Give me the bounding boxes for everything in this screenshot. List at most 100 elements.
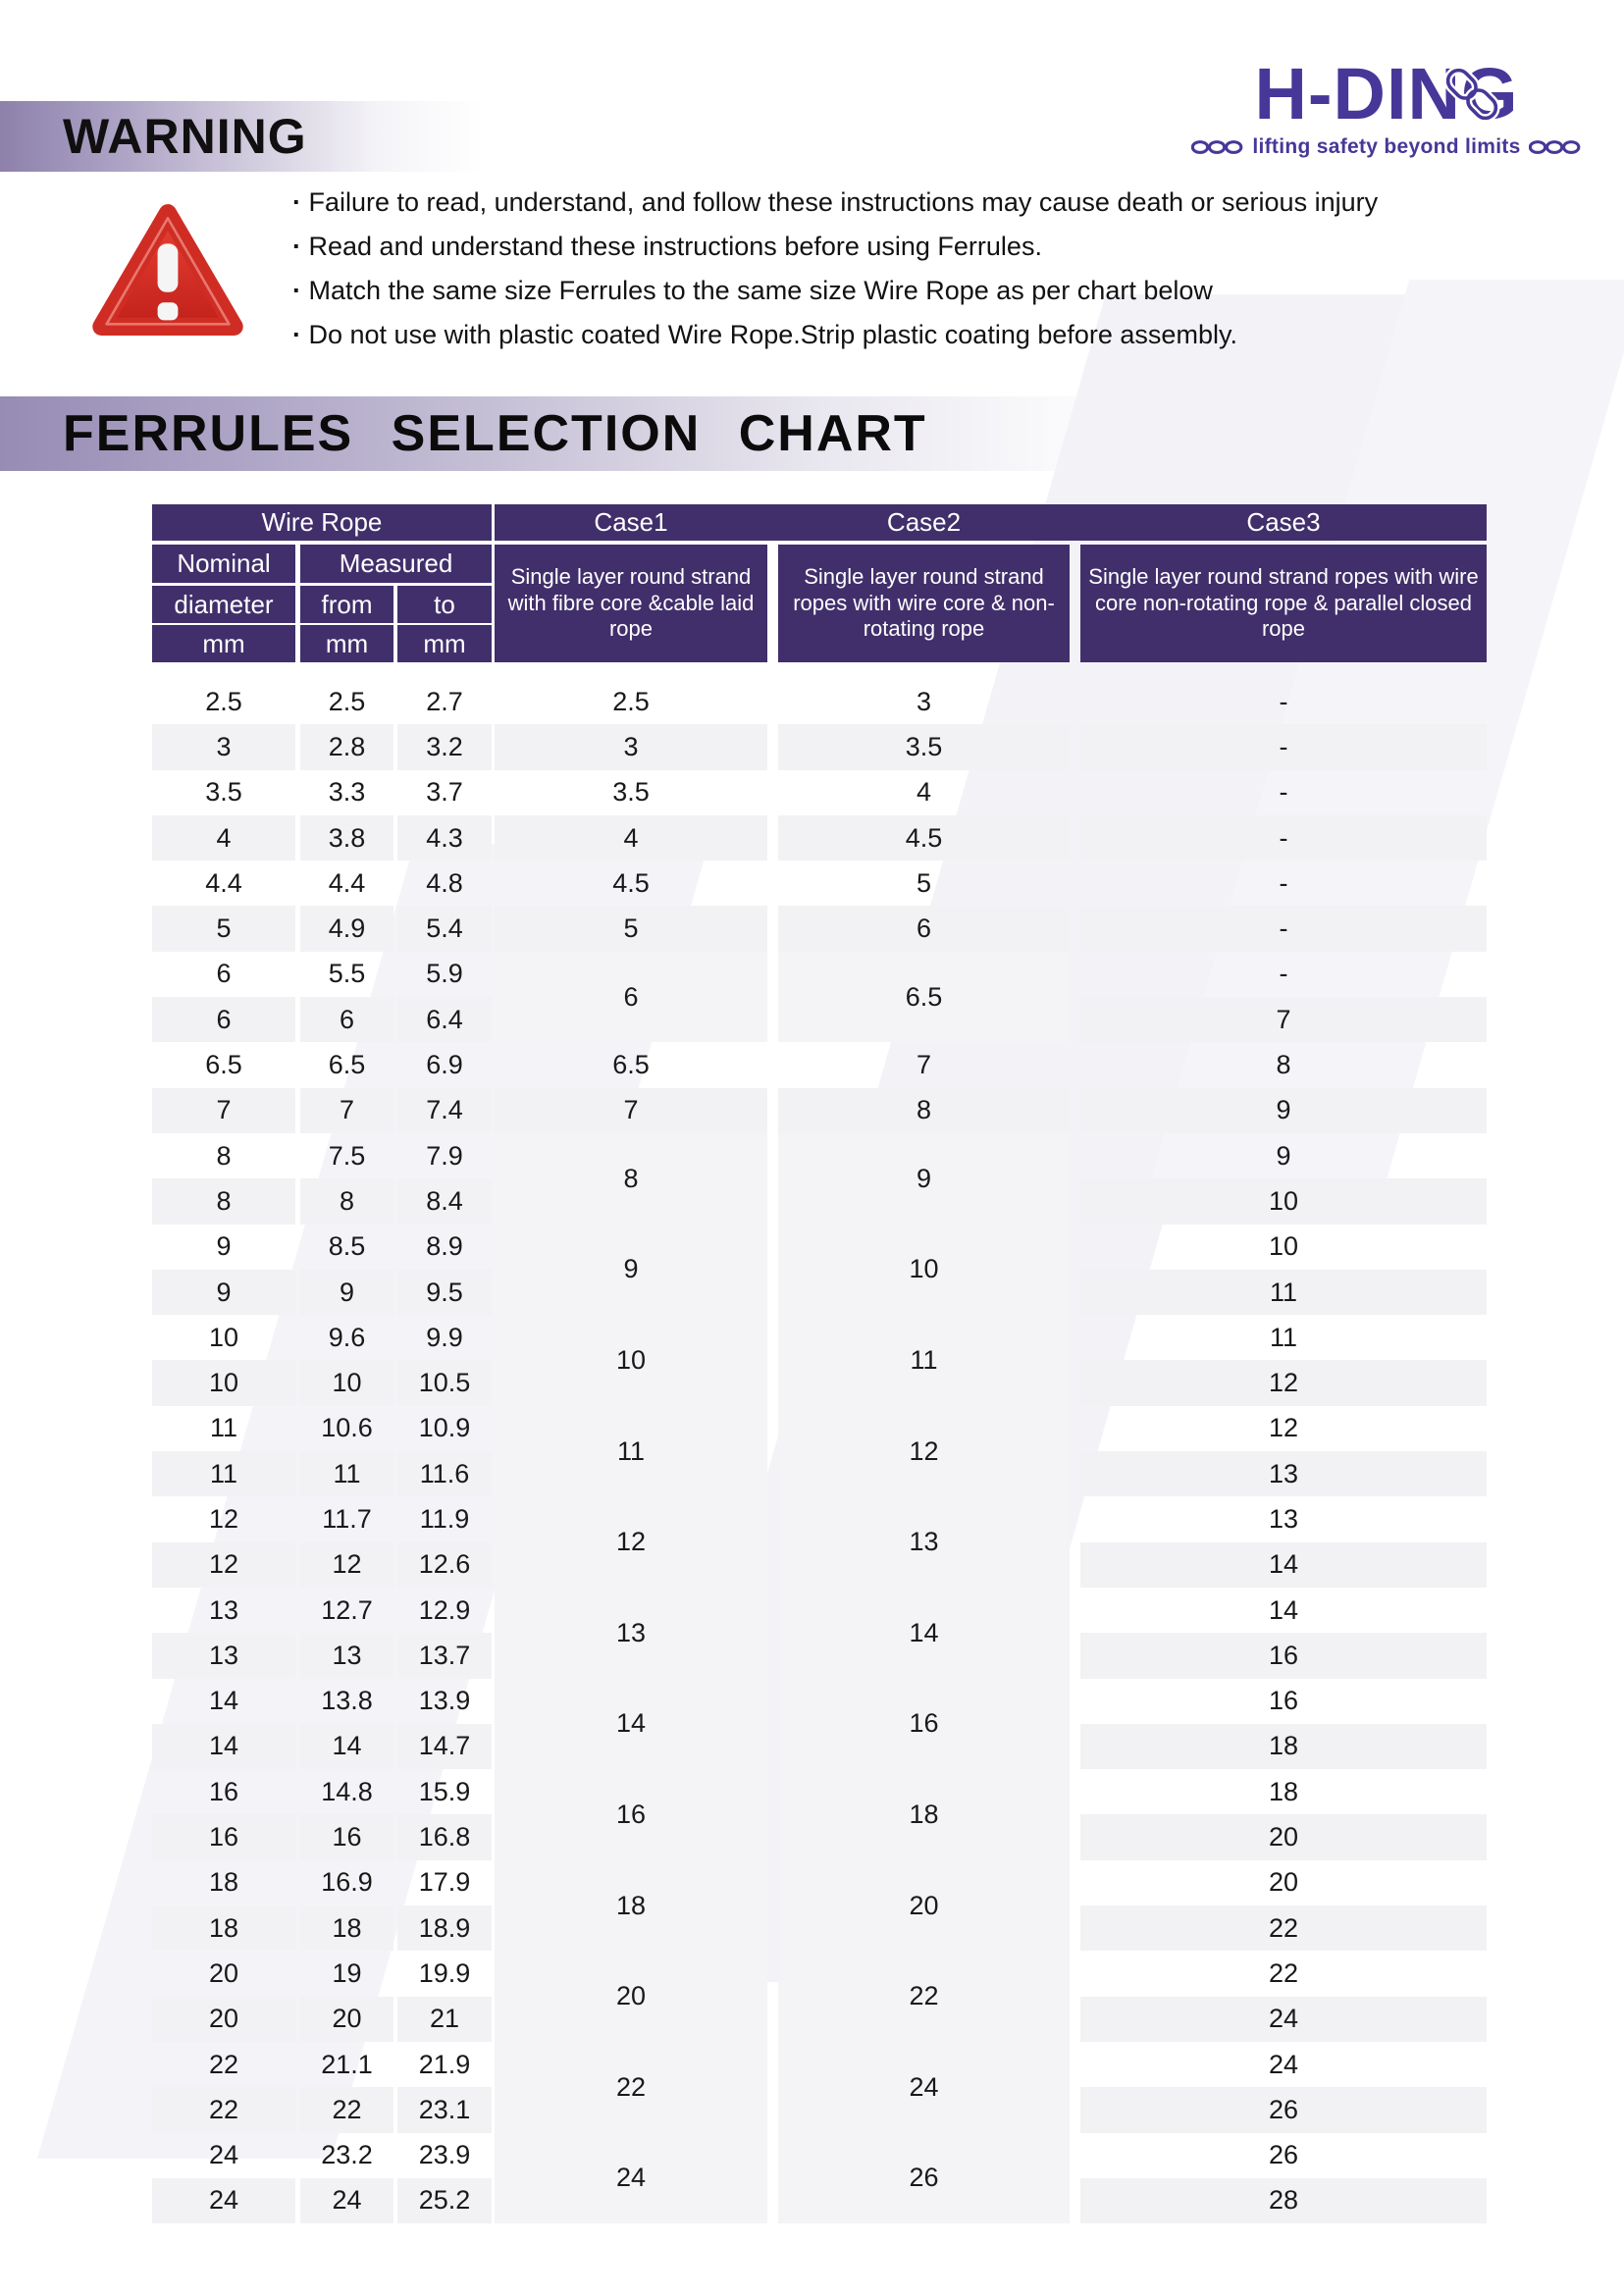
cell-to: 5.9 xyxy=(426,959,463,989)
warning-bullet-list: Failure to read, understand, and follow … xyxy=(292,181,1421,357)
cell-case3: 12 xyxy=(1268,1413,1299,1443)
cell-to: 4.3 xyxy=(397,814,492,861)
cell-from: 20 xyxy=(300,1996,393,2042)
cell-from: 8 xyxy=(300,1178,393,1225)
cell-nominal: 22 xyxy=(208,2049,239,2079)
brand-logo: H-DING lifting safety beyond limits xyxy=(1189,55,1584,159)
chart-title: FERRULES SELECTION CHART xyxy=(63,405,927,462)
cell-case3: 8 xyxy=(1276,1050,1291,1080)
header-wire-rope: Wire Rope xyxy=(152,504,492,541)
cell-case1: 6.5 xyxy=(612,1050,650,1080)
cell-case3: 22 xyxy=(1080,1905,1487,1952)
cell-from: 8.5 xyxy=(328,1231,366,1262)
cell-nominal: 6 xyxy=(152,997,295,1043)
cell-to: 8.9 xyxy=(426,1231,463,1262)
cell-case3: 20 xyxy=(1080,1814,1487,1860)
cell-case2: 20 xyxy=(778,1859,1070,1952)
cell-case3: 11 xyxy=(1080,1269,1487,1316)
cell-from: 4.9 xyxy=(300,906,393,952)
cell-case3: - xyxy=(1080,724,1487,770)
cell-nominal: 6.5 xyxy=(205,1050,242,1080)
cell-case3: 12 xyxy=(1080,1360,1487,1406)
cell-nominal: 12 xyxy=(152,1541,295,1588)
cell-nominal: 18 xyxy=(208,1867,239,1898)
cell-case2: 24 xyxy=(778,2041,1070,2133)
cell-case1: 13 xyxy=(495,1587,767,1679)
cell-to: 14.7 xyxy=(397,1723,492,1770)
cell-case2: 3.5 xyxy=(778,724,1070,770)
cell-to: 3.2 xyxy=(397,724,492,770)
brand-name: H-DING xyxy=(1189,55,1584,133)
cell-case1: 11 xyxy=(495,1405,767,1497)
cell-case1: 7 xyxy=(495,1087,767,1133)
cell-case1: 6 xyxy=(495,951,767,1043)
cell-to: 4.8 xyxy=(426,867,463,898)
cell-to: 15.9 xyxy=(418,1776,471,1806)
cell-case2: 3 xyxy=(916,686,932,716)
cell-to: 9.5 xyxy=(397,1269,492,1316)
cell-nominal: 24 xyxy=(152,2177,295,2224)
cell-nominal: 20 xyxy=(152,1996,295,2042)
cell-case1: 12 xyxy=(495,1496,767,1588)
header-case-bar: Case1 Case2 Case3 xyxy=(495,504,1487,541)
cell-from: 12 xyxy=(300,1541,393,1588)
warning-title: WARNING xyxy=(63,109,307,164)
cell-nominal: 3.5 xyxy=(205,777,242,808)
cell-nominal: 9 xyxy=(216,1231,232,1262)
cell-case3: 11 xyxy=(1269,1322,1298,1352)
cell-nominal: 8 xyxy=(152,1178,295,1225)
header-case2-description: Single layer round strand ropes with wir… xyxy=(778,545,1070,662)
cell-nominal: 16 xyxy=(152,1814,295,1860)
cell-nominal: 3 xyxy=(152,724,295,770)
cell-case3: 16 xyxy=(1268,1686,1299,1716)
cell-case2: 18 xyxy=(778,1769,1070,1860)
cell-to: 12.9 xyxy=(418,1594,471,1625)
cell-nominal: 16 xyxy=(208,1776,239,1806)
cell-case2: 26 xyxy=(778,2132,1070,2224)
cell-case1: 4 xyxy=(495,814,767,861)
warning-bullet: Read and understand these instructions b… xyxy=(292,225,1421,269)
header-case2: Case2 xyxy=(886,507,962,537)
cell-nominal: 20 xyxy=(208,1957,239,1988)
cell-case3: 10 xyxy=(1268,1231,1299,1262)
cell-from: 9.6 xyxy=(328,1322,366,1352)
cell-from: 14 xyxy=(300,1723,393,1770)
cell-from: 18 xyxy=(300,1905,393,1952)
cell-to: 23.1 xyxy=(397,2087,492,2133)
cell-from: 19 xyxy=(332,1957,362,1988)
header-diameter: diameter xyxy=(152,586,295,623)
header-case1: Case1 xyxy=(594,507,668,537)
cell-nominal: 8 xyxy=(216,1140,232,1171)
cell-case1: 20 xyxy=(495,1951,767,2042)
cell-nominal: 4.4 xyxy=(205,867,242,898)
cell-from: 7 xyxy=(300,1087,393,1133)
cell-case3: - xyxy=(1279,867,1288,898)
cell-case3: 13 xyxy=(1080,1451,1487,1497)
cell-to: 13.9 xyxy=(418,1686,471,1716)
cell-case3: 22 xyxy=(1268,1957,1299,1988)
header-from: from xyxy=(300,586,393,623)
cell-case2: 14 xyxy=(778,1587,1070,1679)
cell-case3: 18 xyxy=(1268,1776,1299,1806)
warning-banner: WARNING xyxy=(0,101,483,172)
cell-case1: 9 xyxy=(495,1224,767,1316)
cell-nominal: 2.5 xyxy=(205,686,242,716)
header-to: to xyxy=(397,586,492,623)
cell-case2: 22 xyxy=(778,1951,1070,2042)
cell-from: 13.8 xyxy=(321,1686,373,1716)
cell-from: 16 xyxy=(300,1814,393,1860)
cell-case2: 12 xyxy=(778,1405,1070,1497)
header-case3-description: Single layer round strand ropes with wir… xyxy=(1080,545,1487,662)
warning-triangle-icon xyxy=(91,194,244,349)
cell-to: 16.8 xyxy=(397,1814,492,1860)
header-case1-description: Single layer round strand with fibre cor… xyxy=(495,545,767,662)
header-nominal: Nominal xyxy=(152,545,295,583)
cell-case3: 24 xyxy=(1080,1996,1487,2042)
cell-from: 22 xyxy=(300,2087,393,2133)
cell-to: 10.5 xyxy=(397,1360,492,1406)
cell-case1: 3.5 xyxy=(612,777,650,808)
cell-case1: 22 xyxy=(495,2041,767,2133)
cell-case3: 20 xyxy=(1268,1867,1299,1898)
cell-from: 9 xyxy=(300,1269,393,1316)
warning-bullet: Match the same size Ferrules to the same… xyxy=(292,269,1421,313)
